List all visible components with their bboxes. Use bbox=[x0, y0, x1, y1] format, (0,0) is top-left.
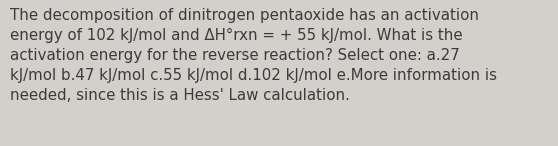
Text: The decomposition of dinitrogen pentaoxide has an activation
energy of 102 kJ/mo: The decomposition of dinitrogen pentaoxi… bbox=[10, 8, 497, 103]
